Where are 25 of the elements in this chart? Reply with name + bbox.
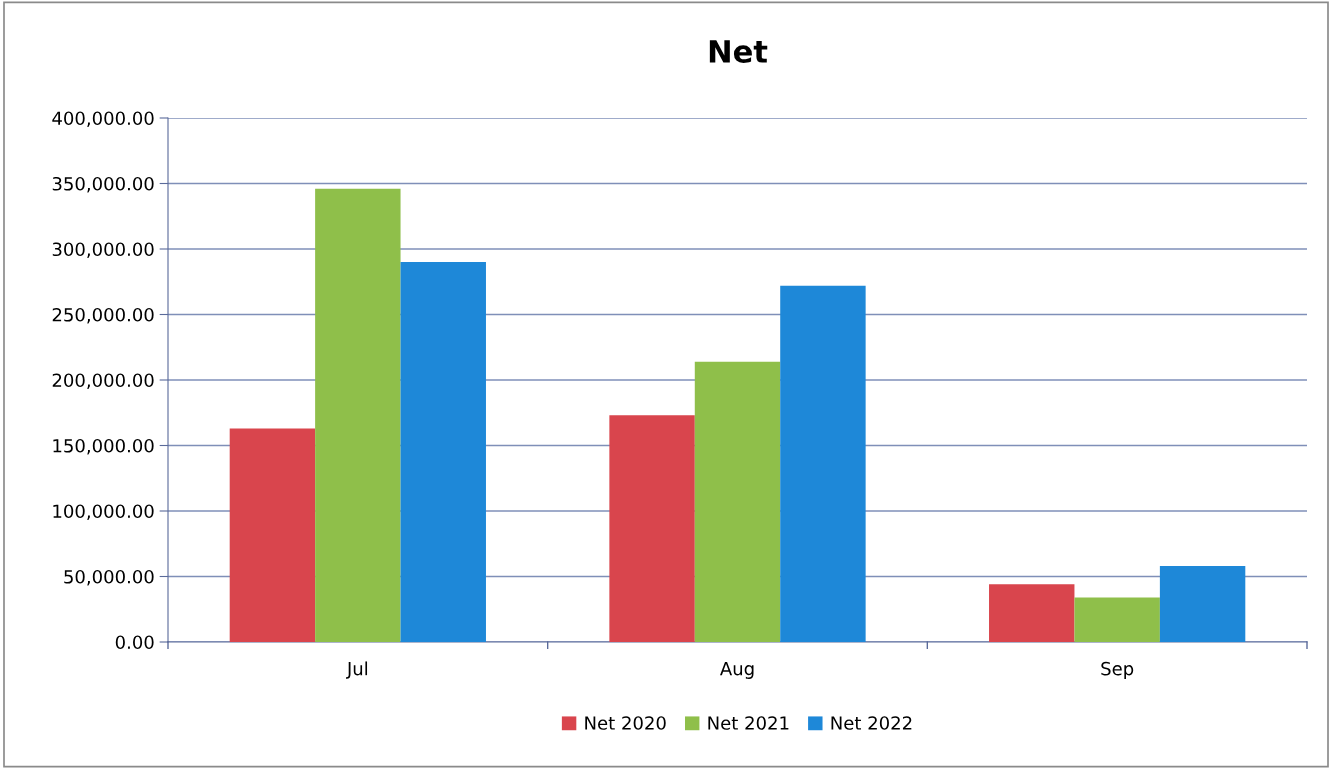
bar xyxy=(780,285,866,642)
y-tick-label: 350,000.00 xyxy=(52,176,154,193)
x-tick-label: Jul xyxy=(346,661,368,679)
y-tick-label: 100,000.00 xyxy=(53,504,154,520)
bar xyxy=(1074,597,1160,642)
bar xyxy=(400,262,486,642)
y-tick-label: 200,000.00 xyxy=(52,373,154,389)
bar xyxy=(989,584,1075,642)
y-tick-label: 400,000.00 xyxy=(52,111,154,127)
bar xyxy=(315,188,401,642)
x-tick-label: Aug xyxy=(720,662,754,679)
bar xyxy=(694,361,781,642)
bar xyxy=(1159,566,1246,642)
bar xyxy=(609,415,695,642)
y-tick-label: 300,000.00 xyxy=(52,242,154,258)
y-tick-label: 150,000.00 xyxy=(53,438,154,455)
x-tick-label: Sep xyxy=(1101,661,1134,679)
y-tick-label: 250,000.00 xyxy=(52,307,154,324)
chart-title: Net xyxy=(709,40,768,63)
y-tick-label: 50,000.00 xyxy=(64,569,154,586)
legend-label: Net 2021 xyxy=(708,716,789,730)
legend-label: Net 2020 xyxy=(585,716,666,730)
bar xyxy=(229,428,316,642)
y-tick-label: 0.00 xyxy=(115,635,154,650)
legend-label: Net 2022 xyxy=(831,716,912,730)
